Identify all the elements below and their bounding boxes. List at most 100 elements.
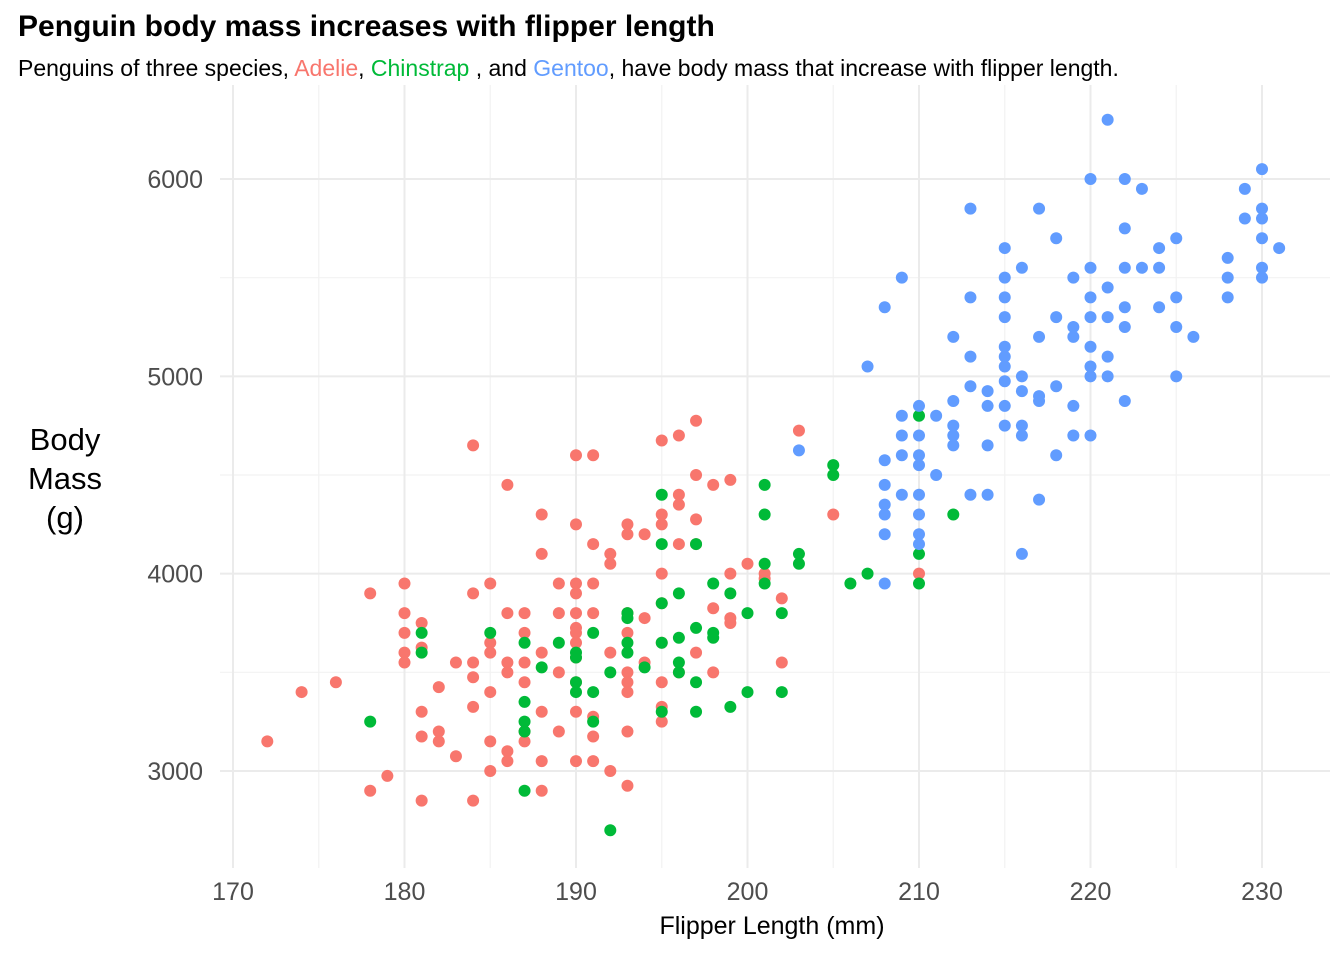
chart-subtitle: Penguins of three species, Adelie, Chins… (18, 55, 1119, 82)
point-chinstrap (672, 587, 685, 600)
point-adelie (381, 769, 394, 782)
point-chinstrap (690, 538, 703, 551)
point-adelie (690, 513, 703, 526)
point-gentoo (981, 399, 994, 412)
point-gentoo (1221, 251, 1234, 264)
point-chinstrap (587, 626, 600, 639)
point-chinstrap (672, 631, 685, 644)
point-adelie (741, 557, 754, 570)
point-adelie (604, 646, 617, 659)
point-gentoo (878, 478, 891, 491)
point-chinstrap (621, 612, 634, 625)
point-gentoo (895, 488, 908, 501)
point-chinstrap (690, 676, 703, 689)
point-gentoo (1101, 113, 1114, 126)
point-adelie (484, 577, 497, 590)
point-gentoo (998, 311, 1011, 324)
point-adelie (570, 636, 582, 649)
point-adelie (724, 473, 737, 486)
point-adelie (604, 557, 617, 570)
point-adelie (364, 587, 377, 600)
subtitle-sep1: , (358, 55, 371, 81)
point-gentoo (947, 429, 960, 442)
point-chinstrap (604, 666, 617, 679)
point-gentoo (947, 330, 960, 343)
point-adelie (415, 730, 428, 743)
point-gentoo (964, 350, 977, 363)
point-gentoo (1273, 242, 1286, 255)
point-chinstrap (518, 784, 531, 797)
point-adelie (604, 765, 617, 777)
point-gentoo (878, 301, 891, 314)
y-axis-label: Body Mass (g) (27, 422, 103, 535)
point-gentoo (998, 375, 1011, 388)
point-chinstrap (724, 587, 737, 600)
point-gentoo (878, 577, 891, 590)
point-adelie (587, 449, 600, 462)
point-gentoo (1084, 370, 1097, 383)
point-adelie (724, 567, 737, 580)
point-gentoo (1153, 242, 1166, 255)
point-gentoo (1118, 321, 1131, 333)
point-adelie (570, 755, 582, 768)
point-adelie (415, 617, 428, 629)
subtitle-adelie: Adelie (294, 55, 359, 81)
point-adelie (570, 518, 582, 531)
point-adelie (707, 602, 720, 615)
point-gentoo (878, 498, 891, 511)
point-adelie (587, 538, 600, 551)
point-adelie (467, 656, 480, 669)
point-chinstrap (655, 705, 668, 718)
point-chinstrap (707, 631, 720, 644)
point-adelie (467, 587, 480, 600)
point-adelie (261, 735, 274, 748)
point-adelie (775, 656, 788, 669)
point-adelie (501, 666, 514, 679)
point-gentoo (964, 488, 977, 501)
y-tick-label: 6000 (147, 166, 203, 194)
point-gentoo (1067, 330, 1080, 343)
point-chinstrap (775, 607, 788, 620)
point-adelie (535, 705, 548, 718)
point-gentoo (1256, 202, 1268, 215)
point-chinstrap (672, 666, 685, 679)
point-gentoo (1101, 370, 1114, 383)
point-gentoo (947, 419, 960, 432)
point-gentoo (1256, 163, 1268, 176)
point-gentoo (998, 242, 1011, 255)
point-adelie (672, 498, 685, 511)
point-adelie (655, 676, 668, 689)
point-adelie (398, 626, 411, 639)
point-gentoo (913, 449, 925, 462)
point-gentoo (1170, 370, 1183, 383)
point-adelie (655, 715, 668, 728)
x-tick-label: 220 (1070, 878, 1112, 906)
point-adelie (570, 705, 582, 718)
point-chinstrap (415, 626, 428, 639)
x-axis-label: Flipper Length (mm) (659, 912, 885, 940)
point-gentoo (1050, 311, 1063, 324)
point-gentoo (964, 380, 977, 393)
point-adelie (792, 424, 805, 437)
point-adelie (570, 626, 582, 639)
point-gentoo (1221, 291, 1234, 304)
point-adelie (552, 666, 565, 679)
point-chinstrap (621, 636, 634, 649)
point-adelie (638, 528, 651, 541)
point-chinstrap (621, 646, 634, 659)
point-gentoo (998, 350, 1011, 363)
minor-gridlines (220, 85, 1330, 868)
data-points (261, 113, 1286, 837)
point-adelie (672, 488, 685, 501)
point-chinstrap (741, 686, 754, 699)
point-adelie (518, 676, 531, 689)
point-adelie (655, 518, 668, 531)
point-chinstrap (587, 715, 600, 728)
point-gentoo (878, 454, 891, 467)
point-gentoo (1067, 321, 1080, 333)
point-chinstrap (758, 577, 771, 590)
point-chinstrap (724, 700, 737, 713)
point-chinstrap (672, 656, 685, 669)
point-adelie (570, 577, 582, 590)
